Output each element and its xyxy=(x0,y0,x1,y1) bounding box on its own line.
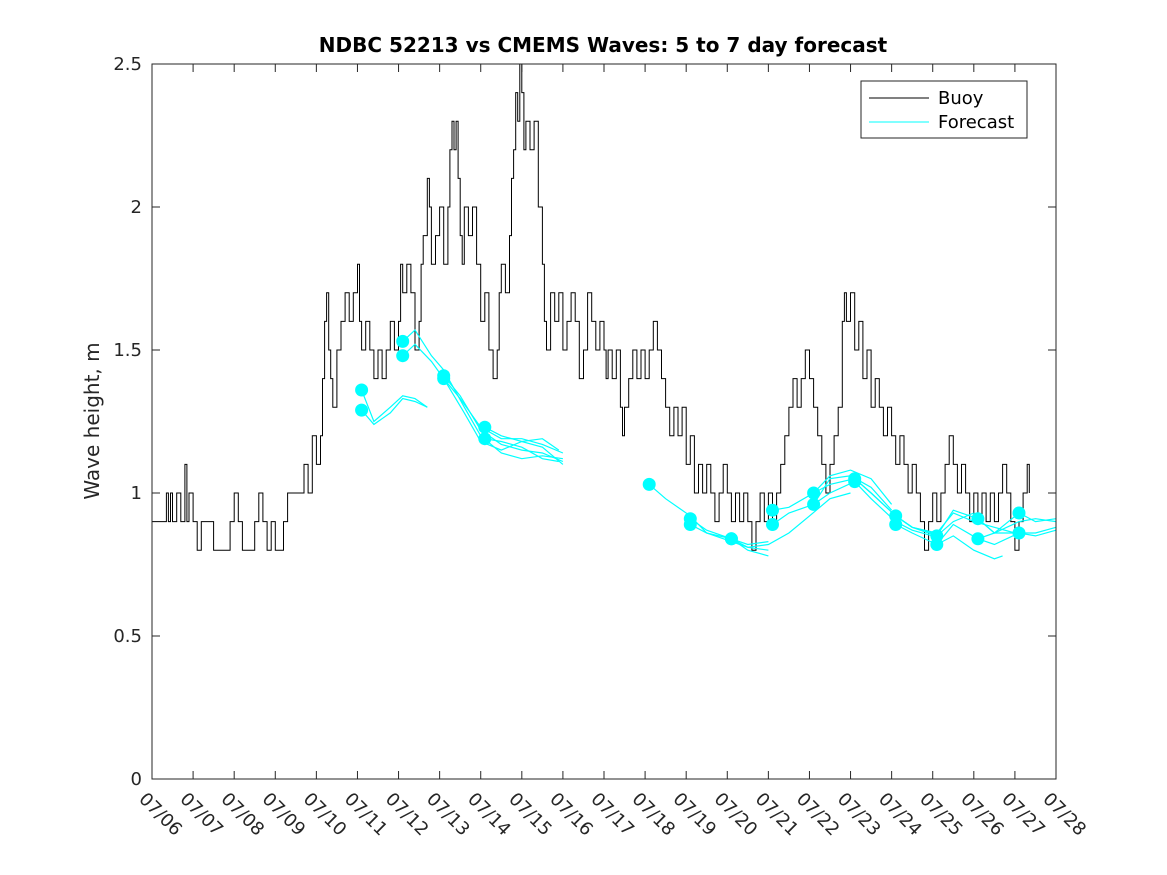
forecast-markers xyxy=(355,334,1026,551)
forecast-line xyxy=(361,397,428,426)
forecast-line xyxy=(402,343,564,465)
forecast-line xyxy=(895,523,1003,560)
forecast-line xyxy=(772,475,893,525)
x-tick-label: 07/17 xyxy=(586,789,638,841)
forecast-marker xyxy=(971,532,985,546)
forecast-marker xyxy=(1012,526,1026,540)
forecast-marker xyxy=(683,518,697,531)
x-tick-label: 07/10 xyxy=(299,789,351,841)
plot-area xyxy=(152,64,1056,779)
legend-buoy-label: Buoy xyxy=(938,88,984,109)
forecast-marker xyxy=(396,334,410,348)
x-tick-label: 07/12 xyxy=(381,789,433,841)
x-tick-label: 07/07 xyxy=(176,789,228,841)
forecast-marker xyxy=(807,497,821,511)
x-tick-label: 07/08 xyxy=(217,789,269,841)
forecast-line xyxy=(402,329,563,460)
y-tick-label: 2.5 xyxy=(113,54,142,75)
forecast-line xyxy=(484,426,560,451)
forecast-marker xyxy=(478,420,492,434)
forecast-marker xyxy=(724,532,738,546)
forecast-marker xyxy=(889,518,903,531)
forecast-marker xyxy=(437,372,451,386)
forecast-line xyxy=(813,480,933,537)
x-tick-label: 07/21 xyxy=(751,789,803,841)
x-tick-label: 07/09 xyxy=(258,789,310,841)
x-tick-label: 07/20 xyxy=(710,789,762,841)
x-tick-label: 07/26 xyxy=(956,789,1008,841)
x-tick-label: 07/23 xyxy=(833,789,885,841)
x-tick-label: 07/13 xyxy=(422,789,474,841)
forecast-line xyxy=(443,378,564,454)
forecast-line xyxy=(731,492,851,548)
x-tick-label: 07/22 xyxy=(792,789,844,841)
x-tick-label: 07/28 xyxy=(1038,789,1090,841)
x-tick-label: 07/15 xyxy=(504,789,556,841)
forecast-marker xyxy=(355,383,369,397)
x-tick-label: 07/11 xyxy=(340,789,392,841)
forecast-line xyxy=(443,375,564,463)
forecast-marker xyxy=(355,403,369,417)
forecast-line xyxy=(772,469,893,511)
legend-box xyxy=(860,80,1028,139)
forecast-marker xyxy=(642,477,656,491)
y-axis: 0 0.5 1 1.5 2 2.5 xyxy=(113,54,1056,790)
forecast-marker xyxy=(930,538,944,551)
legend-forecast-label: Forecast xyxy=(938,112,1014,133)
y-tick-label: 1.5 xyxy=(113,340,142,361)
buoy-line xyxy=(152,63,1030,551)
y-tick-label: 2 xyxy=(131,197,142,218)
x-tick-label: 07/19 xyxy=(669,789,721,841)
forecast-marker xyxy=(1012,506,1026,520)
forecast-marker xyxy=(396,349,410,363)
forecast-line xyxy=(895,512,1016,534)
x-tick-label: 07/25 xyxy=(915,789,967,841)
forecast-marker xyxy=(848,475,862,489)
chart-title: NDBC 52213 vs CMEMS Waves: 5 to 7 day fo… xyxy=(319,33,888,57)
x-tick-label: 07/16 xyxy=(545,789,597,841)
x-tick-label: 07/18 xyxy=(628,789,680,841)
x-tick-label: 07/24 xyxy=(874,789,926,841)
y-tick-label: 1 xyxy=(131,483,142,504)
y-tick-label: 0 xyxy=(131,769,142,790)
forecast-line xyxy=(484,438,559,463)
forecast-line xyxy=(361,389,428,423)
forecast-marker xyxy=(807,486,821,500)
forecast-marker xyxy=(478,432,492,446)
y-axis-label: Wave height, m xyxy=(80,342,104,499)
x-tick-label: 07/14 xyxy=(463,789,515,841)
forecast-marker xyxy=(766,503,779,517)
x-tick-label: 07/06 xyxy=(134,789,186,841)
y-tick-label: 0.5 xyxy=(113,626,142,647)
forecast-series xyxy=(361,329,1057,560)
legend: Buoy Forecast xyxy=(860,80,1028,139)
forecast-marker xyxy=(971,512,985,526)
buoy-series xyxy=(152,63,1030,551)
x-tick-label: 07/27 xyxy=(997,789,1049,841)
forecast-marker xyxy=(766,518,779,531)
